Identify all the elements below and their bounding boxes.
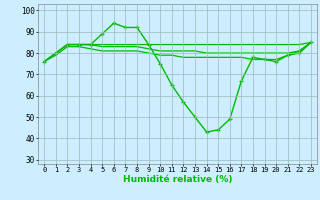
X-axis label: Humidité relative (%): Humidité relative (%) (123, 175, 232, 184)
